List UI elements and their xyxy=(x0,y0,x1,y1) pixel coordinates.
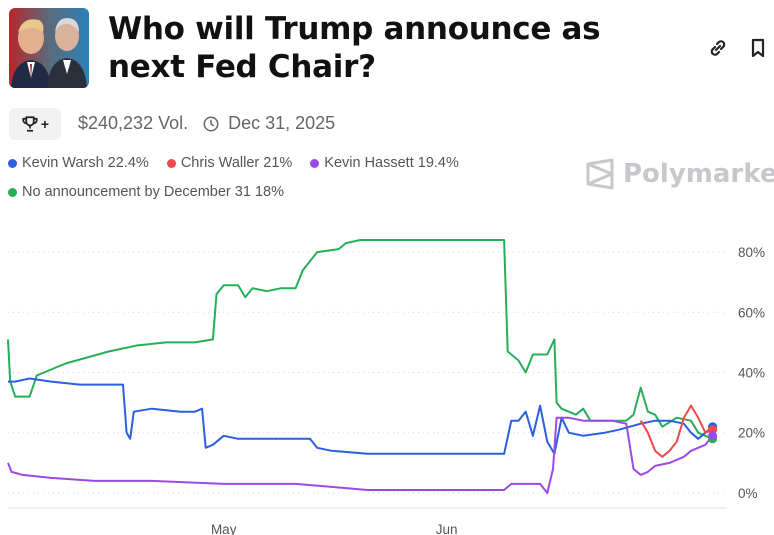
market-thumbnail-image xyxy=(9,8,89,88)
legend-label: No announcement by December 31 18% xyxy=(22,184,284,200)
series-line-chris-waller xyxy=(639,404,713,458)
legend-label: Chris Waller 21% xyxy=(180,155,293,171)
legend-row-1: Kevin Warsh 22.4% Chris Waller 21% Kevin… xyxy=(8,155,459,171)
y-tick-label: 20% xyxy=(738,426,765,441)
polymarket-brand: Polymarket xyxy=(585,158,774,190)
trophy-icon xyxy=(22,116,38,132)
bookmark-icon[interactable] xyxy=(746,36,770,60)
legend-item-kevin-hassett: Kevin Hassett 19.4% xyxy=(310,155,459,171)
market-title: Who will Trump announce as next Fed Chai… xyxy=(108,11,601,85)
market-meta: $240,232 Vol. Dec 31, 2025 xyxy=(78,113,335,134)
y-tick-label: 40% xyxy=(738,366,765,381)
x-tick-label: May xyxy=(211,522,237,535)
series-end-dot-kevin-hassett xyxy=(708,431,718,441)
legend-dot xyxy=(166,158,176,168)
y-tick-label: 0% xyxy=(738,486,758,501)
legend-item-kevin-warsh: Kevin Warsh 22.4% xyxy=(8,155,149,171)
link-icon[interactable] xyxy=(706,36,730,60)
legend-row-2: No announcement by December 31 18% xyxy=(8,184,284,200)
legend-label: Kevin Warsh 22.4% xyxy=(22,155,149,171)
legend-item-no-announcement: No announcement by December 31 18% xyxy=(8,184,284,200)
end-date-text: Dec 31, 2025 xyxy=(228,113,336,133)
price-chart: 0% 20% 40% 60% 80% May Jun xyxy=(7,239,765,535)
y-tick-label: 80% xyxy=(738,245,765,260)
trophy-button[interactable]: + xyxy=(9,108,61,140)
y-tick-label: 60% xyxy=(738,305,765,320)
brand-name: Polymarket xyxy=(623,159,774,189)
series-line-no-announcement-by-december-31 xyxy=(7,239,713,440)
legend-dot xyxy=(310,158,320,168)
polymarket-logo-icon xyxy=(586,158,614,190)
series-line-kevin-hassett xyxy=(7,416,714,494)
series-line-kevin-warsh xyxy=(8,377,714,455)
legend-item-chris-waller: Chris Waller 21% xyxy=(166,155,293,171)
market-thumbnail xyxy=(9,8,89,88)
volume-text: $240,232 Vol. xyxy=(78,113,189,133)
legend-label: Kevin Hassett 19.4% xyxy=(324,155,459,171)
legend-dot xyxy=(8,187,17,197)
trophy-plus: + xyxy=(40,116,50,132)
clock-icon xyxy=(203,116,219,131)
x-tick-label: Jun xyxy=(436,522,458,535)
legend-dot xyxy=(8,158,17,168)
